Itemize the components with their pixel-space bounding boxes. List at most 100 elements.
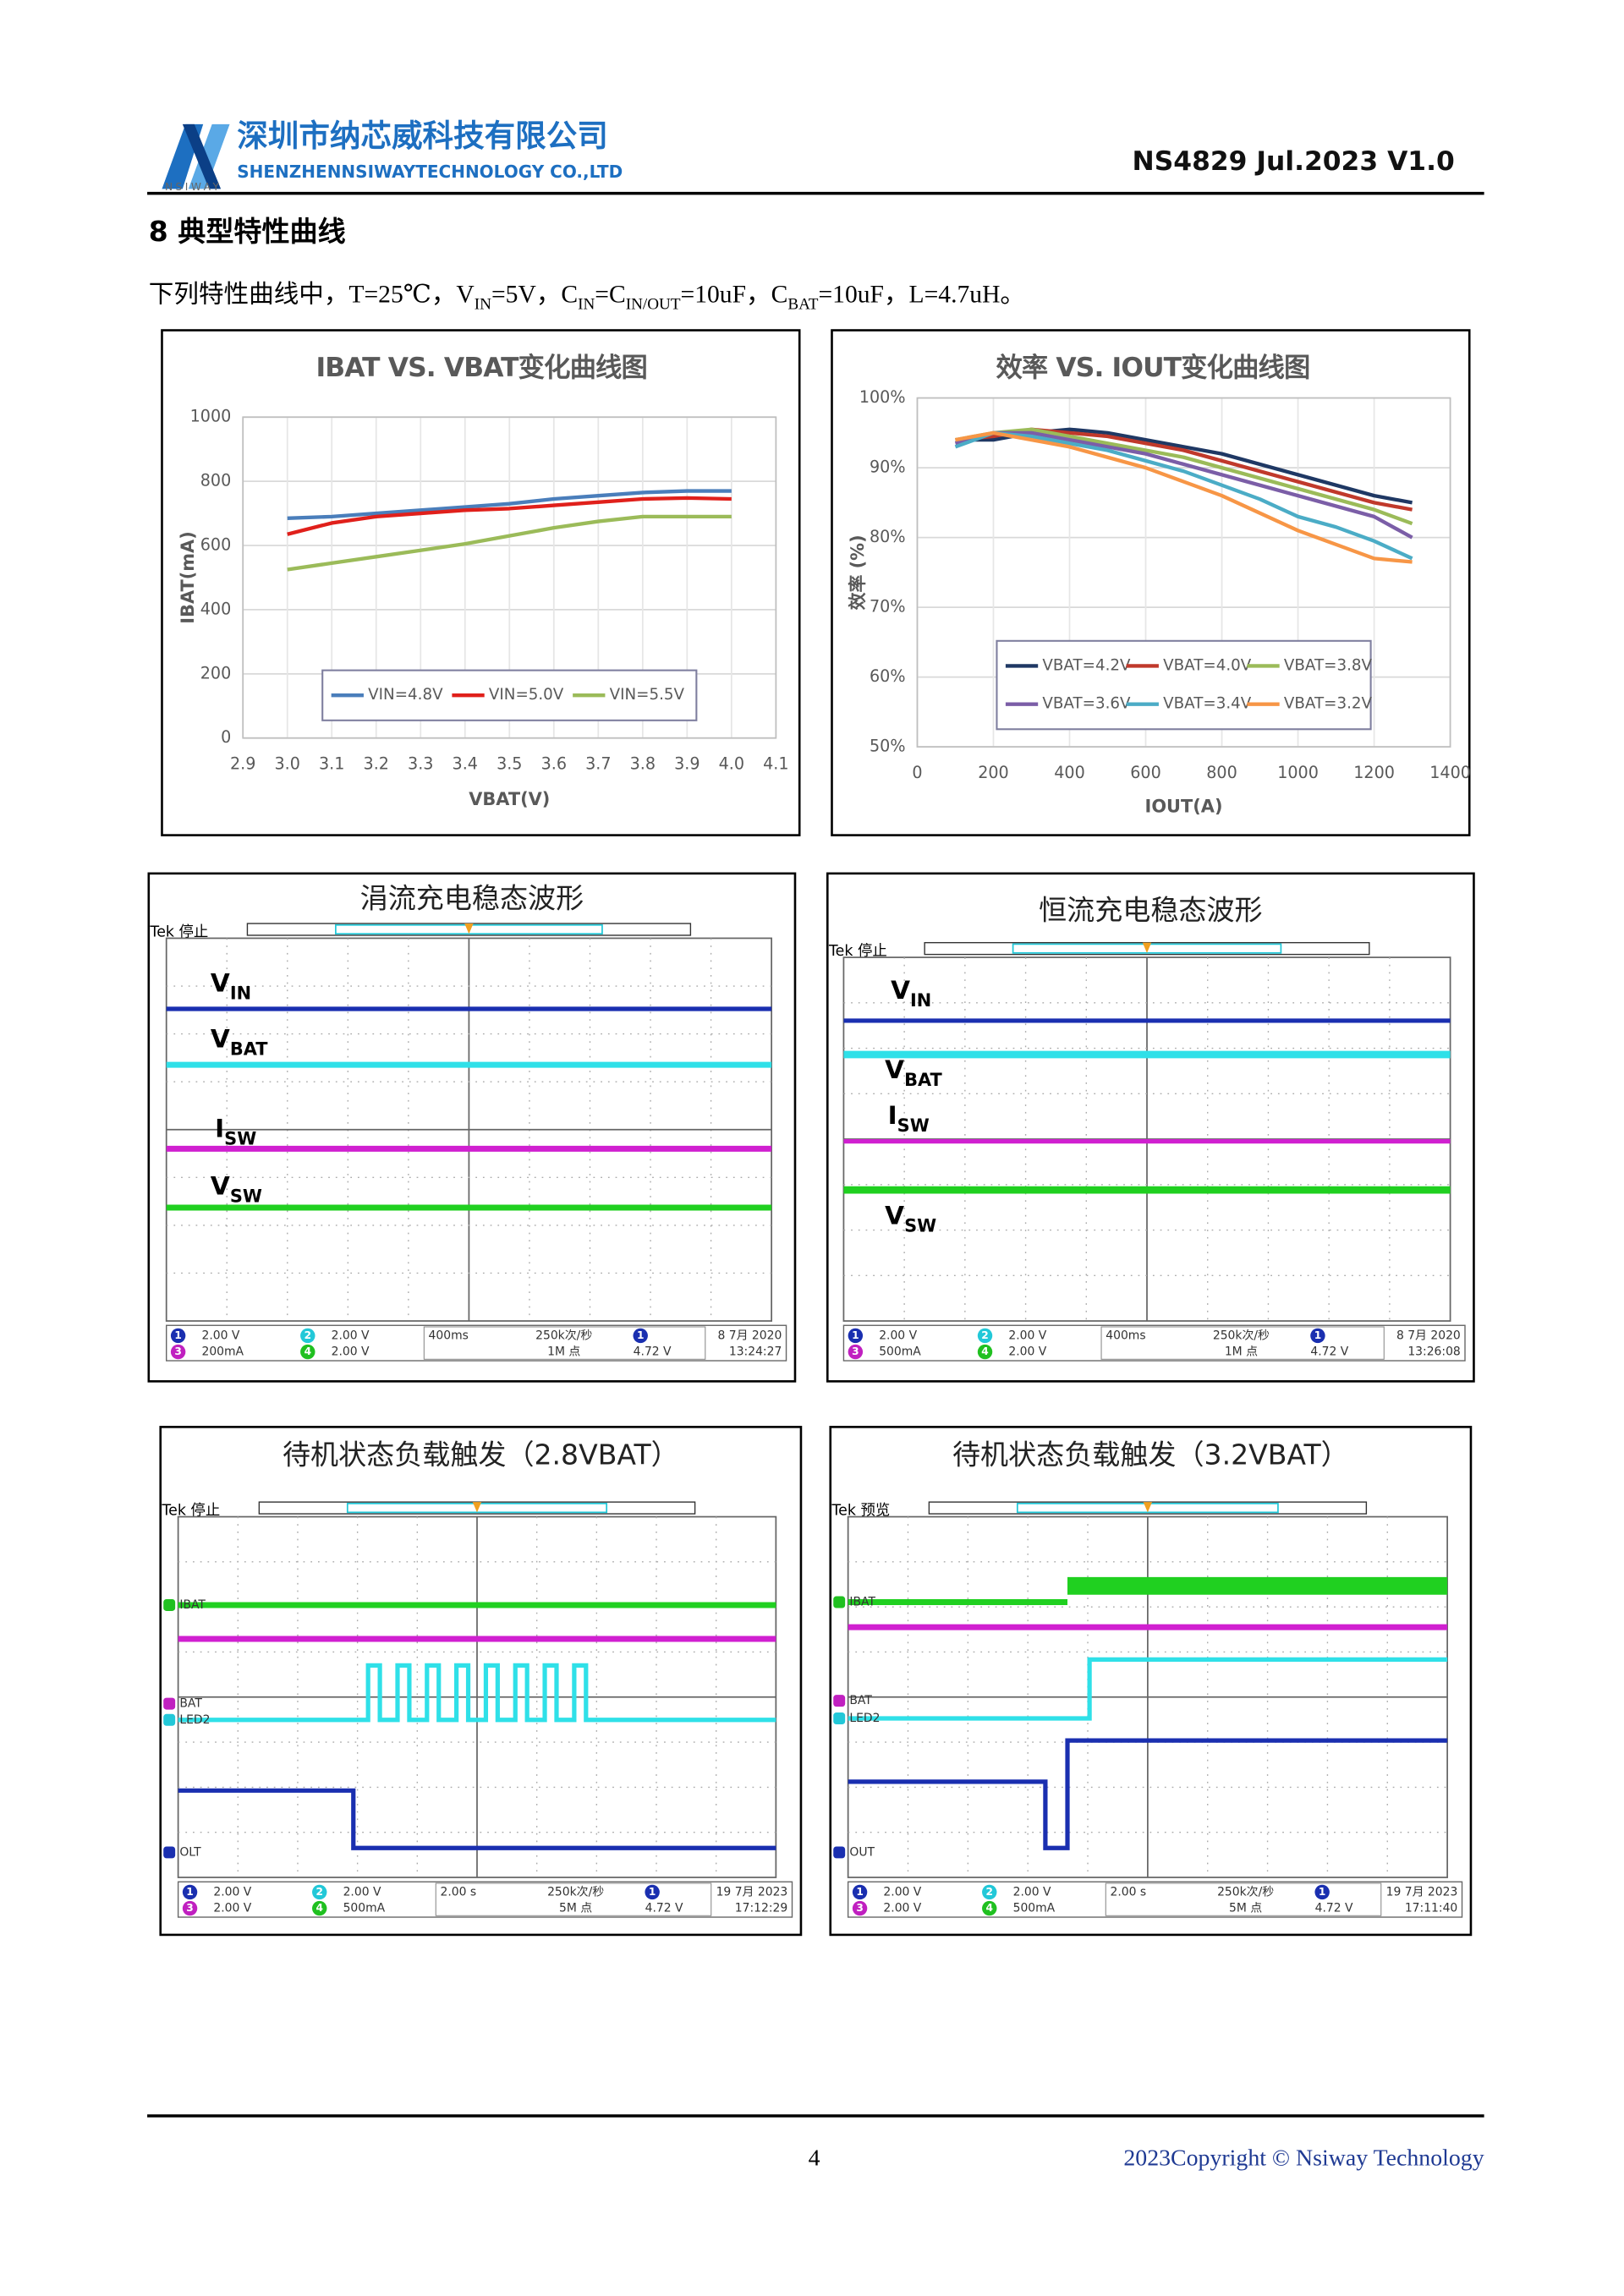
trace-label: VIN [211, 968, 251, 1003]
series-line [954, 430, 1413, 561]
x-tick-label: 4.1 [763, 754, 788, 774]
trace-label-sub: IN [910, 990, 931, 1011]
x-tick-label: 2.9 [230, 754, 255, 774]
trace-label-sub: BAT [230, 1039, 268, 1060]
y-tick-label: 80% [870, 527, 906, 546]
channel-number: 4 [315, 1902, 322, 1914]
readout-bar [847, 1881, 1463, 1918]
trace-label: VBAT [885, 1055, 942, 1091]
x-tick-label: 3.8 [630, 754, 656, 774]
channel-number: 1 [637, 1329, 644, 1341]
series-line [955, 430, 1413, 564]
trace-label: ISW [888, 1101, 930, 1137]
channel-badge [633, 1328, 648, 1344]
scope-status: Tek 预览 [831, 1503, 890, 1520]
chart-title: IBAT VS. VBAT变化曲线图 [315, 352, 647, 383]
scope-title: 涓流充电稳态波形 [360, 882, 584, 915]
channel-badge [300, 1344, 315, 1360]
trace-label-main: V [211, 1171, 230, 1200]
y-tick-label: 70% [870, 597, 906, 616]
channel-scale: 2.00 V [332, 1329, 370, 1342]
logo-mark [182, 123, 222, 189]
sample-rate: 250k次/秒 [1217, 1885, 1274, 1899]
time: 17:11:40 [1405, 1902, 1457, 1915]
trace-label: VSW [211, 1171, 262, 1207]
channel-marker-label: OLT [179, 1845, 201, 1859]
subscript: BAT [787, 295, 818, 313]
channel-number: 1 [174, 1329, 181, 1341]
x-tick-label: 3.7 [585, 754, 611, 774]
trigger-marker [1142, 942, 1152, 953]
channel-marker [833, 1846, 846, 1859]
scope-status: Tek 停止 [828, 943, 887, 960]
conditions: 下列特性曲线中，T=25℃，VIN=5V，CIN=CIN/OUT=10uF，CB… [149, 280, 1025, 313]
trace-label-main: I [215, 1114, 224, 1143]
x-tick-label: 1400 [1429, 763, 1471, 782]
trigger-marker [464, 923, 474, 934]
chart-frame [831, 329, 1471, 836]
scope-status: Tek 停止 [150, 923, 209, 940]
channel-scale: 2.00 V [332, 1345, 370, 1359]
series-line [287, 496, 732, 536]
channel-badge [852, 1884, 868, 1900]
channel-scale: 2.00 V [213, 1902, 251, 1915]
x-tick-label: 3.4 [453, 754, 478, 774]
trace-label: VBAT [211, 1024, 268, 1059]
sample-rate: 250k次/秒 [547, 1885, 604, 1899]
text: 下列特性曲线中，T=25℃，V [149, 280, 475, 308]
timebase: 400ms [429, 1329, 469, 1342]
x-tick-label: 3.6 [541, 754, 567, 774]
chart: 效率 VS. IOUT变化曲线图 50% 60% 70% 80% 90% 100% 0 200 4… [831, 329, 1471, 836]
x-tick-label: 0 [912, 763, 922, 782]
channel-number: 1 [852, 1329, 859, 1341]
channel-number: 2 [981, 1329, 988, 1341]
company-name: 深圳市纳芯威科技有限公司 [237, 118, 608, 154]
chart: IBAT VS. VBAT变化曲线图 0 200 400 600 800 1000 2.9 3.… [161, 329, 801, 836]
channel-number: 2 [315, 1886, 322, 1898]
channel-scale: 2.00 V [1013, 1885, 1051, 1899]
x-tick-label: 400 [1054, 763, 1085, 782]
x-tick-label: 3.1 [319, 754, 344, 774]
logo-text: NSIWAY [165, 181, 222, 193]
channel-number: 1 [186, 1886, 193, 1898]
trace-label-sub: IN [230, 983, 251, 1003]
text: =10uF，C [681, 281, 788, 308]
channel-number: 1 [649, 1886, 656, 1898]
channel-number: 4 [986, 1902, 993, 1914]
y-tick-label: 800 [200, 471, 232, 490]
channel-scale: 2.00 V [883, 1902, 921, 1915]
x-tick-label: 800 [1206, 763, 1237, 782]
channel-marker [833, 1596, 846, 1608]
legend-label: VIN=4.8V [368, 686, 443, 704]
scope-title: 待机状态负载触发（3.2VBAT） [952, 1438, 1349, 1471]
subscript: IN [475, 295, 491, 313]
x-tick-label: 1200 [1353, 763, 1395, 782]
y-axis-title: 效率 (%) [848, 534, 868, 610]
trigger-level: 4.72 V [1310, 1345, 1348, 1359]
record-length: 5M 点 [1229, 1902, 1262, 1915]
x-tick-label: 1000 [1277, 763, 1319, 782]
series-line [955, 427, 1413, 526]
channel-number: 1 [1314, 1329, 1321, 1341]
subscript: IN [578, 295, 595, 313]
channel-marker-label: LED2 [179, 1713, 210, 1727]
timebase-box [1105, 1882, 1382, 1916]
channel-marker [163, 1599, 176, 1611]
waveform [178, 1788, 776, 1850]
channel-marker-label: BAT [849, 1694, 872, 1707]
channel-scale: 2.00 V [343, 1885, 381, 1899]
legend-label: VIN=5.0V [489, 686, 564, 704]
legend-label: VBAT=3.4V [1163, 695, 1252, 713]
channel-marker [833, 1695, 846, 1707]
channel-scale: 2.00 V [879, 1329, 917, 1342]
channel-number: 3 [856, 1902, 863, 1914]
date: 19 7月 2023 [716, 1885, 788, 1899]
company-name-en: SHENZHENNSIWAYTECHNOLOGY CO.,LTD [237, 162, 623, 182]
timebase: 2.00 s [1110, 1885, 1146, 1899]
record-length: 1M 点 [1225, 1345, 1258, 1359]
channel-number: 4 [981, 1345, 988, 1357]
trace-label-main: V [211, 968, 230, 997]
channel-number: 3 [174, 1345, 181, 1357]
